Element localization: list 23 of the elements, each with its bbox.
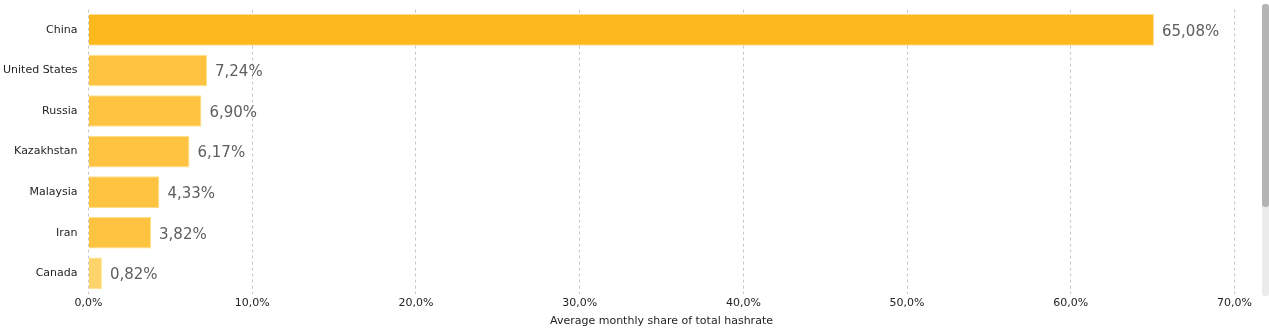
x-tick-label: 70,0% [1217,296,1252,310]
data-label: 6,90% [209,102,258,121]
y-tick-label: Iran [56,225,78,239]
x-tick-label: 40,0% [725,296,761,310]
data-label: 6,17% [197,143,246,162]
y-tick-label: China [46,22,78,36]
y-tick-label: Kazakhstan [14,144,78,158]
x-tick-label: 30,0% [562,296,598,310]
x-tick-label: 50,0% [889,296,925,310]
x-tick-label: 60,0% [1053,296,1089,310]
x-axis-title: Average monthly share of total hashrate [550,314,774,328]
x-tick-label: 10,0% [234,296,270,310]
data-label: 4,33% [167,184,216,203]
data-label: 0,82% [109,265,158,284]
data-label: 65,08% [1161,21,1220,40]
x-tick-label: 0,0% [74,296,103,310]
x-tick-label: 20,0% [398,296,434,310]
y-tick-label: Russia [42,103,78,117]
y-tick-label: Canada [35,266,78,280]
data-label: 3,82% [159,224,207,243]
data-label: 7,24% [215,62,263,81]
y-tick-label: Malaysia [29,185,78,199]
y-tick-label: United States [2,63,78,77]
